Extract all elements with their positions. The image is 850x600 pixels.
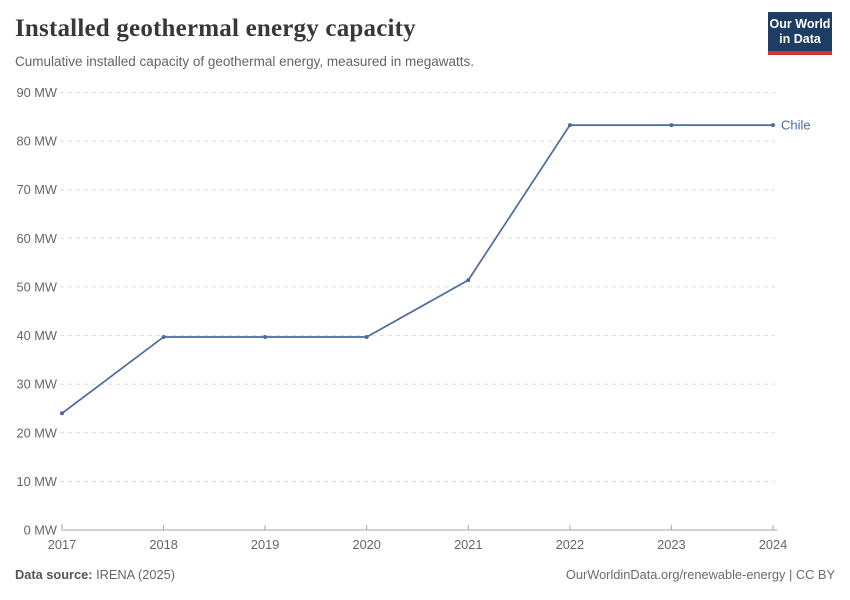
x-tick-label: 2017 bbox=[48, 537, 76, 552]
x-tick-label: 2019 bbox=[251, 537, 279, 552]
chart-header: Installed geothermal energy capacity Cum… bbox=[15, 14, 745, 71]
data-point[interactable] bbox=[60, 411, 64, 416]
y-tick-label: 0 MW bbox=[24, 523, 58, 538]
data-source: Data source: IRENA (2025) bbox=[15, 567, 175, 582]
owid-logo-line2: in Data bbox=[779, 32, 821, 46]
y-tick-label: 60 MW bbox=[16, 231, 57, 246]
x-tick-label: 2023 bbox=[657, 537, 685, 552]
x-tick-label: 2022 bbox=[556, 537, 584, 552]
y-tick-label: 30 MW bbox=[16, 377, 57, 392]
owid-logo: Our World in Data bbox=[768, 12, 832, 55]
y-tick-label: 10 MW bbox=[16, 474, 57, 489]
x-tick-label: 2020 bbox=[352, 537, 380, 552]
chart-footer: Data source: IRENA (2025) OurWorldinData… bbox=[15, 567, 835, 582]
y-tick-label: 80 MW bbox=[16, 134, 57, 149]
x-tick-label: 2018 bbox=[149, 537, 177, 552]
data-point[interactable] bbox=[466, 278, 471, 283]
data-point[interactable] bbox=[263, 335, 268, 339]
y-tick-label: 90 MW bbox=[16, 85, 57, 100]
y-tick-label: 70 MW bbox=[16, 182, 57, 197]
y-tick-label: 50 MW bbox=[16, 279, 57, 294]
owid-logo-line1: Our World bbox=[769, 17, 831, 31]
chart-subtitle: Cumulative installed capacity of geother… bbox=[15, 54, 474, 69]
data-point[interactable] bbox=[364, 335, 369, 339]
data-point[interactable] bbox=[161, 335, 166, 339]
entity-label: Chile bbox=[781, 118, 811, 133]
series-line[interactable] bbox=[61, 124, 773, 414]
data-point[interactable] bbox=[567, 123, 572, 128]
y-tick-label: 40 MW bbox=[16, 328, 57, 343]
credit-link: OurWorldinData.org/renewable-energy | CC… bbox=[565, 567, 835, 582]
x-tick-label: 2021 bbox=[454, 537, 482, 552]
data-source-label: Data source: bbox=[15, 567, 93, 582]
y-tick-label: 20 MW bbox=[16, 425, 57, 440]
data-source-value: IRENA (2025) bbox=[92, 567, 176, 582]
data-point[interactable] bbox=[771, 123, 775, 128]
chart-title: Installed geothermal energy capacity bbox=[15, 15, 416, 42]
data-point[interactable] bbox=[669, 123, 674, 128]
x-tick-label: 2024 bbox=[759, 537, 787, 552]
